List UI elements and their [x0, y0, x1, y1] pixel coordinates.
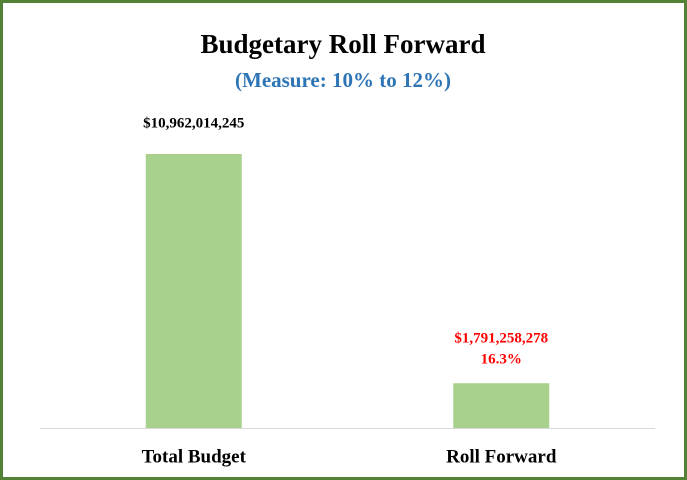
x-tick-label: Roll Forward [446, 446, 557, 467]
bar [145, 154, 242, 428]
data-label: $10,962,014,245 [143, 115, 244, 131]
bar [453, 383, 550, 428]
data-label: $1,791,258,278 [454, 331, 548, 347]
chart-subtitle: (Measure: 10% to 12%) [235, 68, 451, 92]
chart-title: Budgetary Roll Forward [201, 29, 486, 59]
data-label-note: 16.3% [481, 352, 522, 368]
x-tick-label: Total Budget [142, 446, 247, 467]
